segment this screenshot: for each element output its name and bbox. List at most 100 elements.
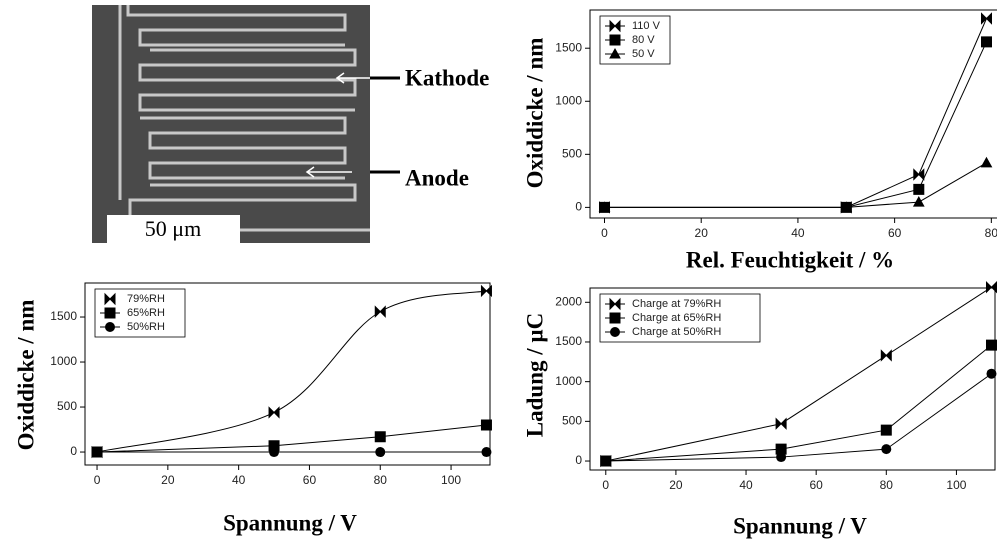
x-tick-label: 20 [161,473,175,487]
legend-label: 50 V [632,48,655,60]
marker [913,168,925,181]
marker [980,156,993,168]
legend-marker [609,19,621,33]
legend-marker [609,34,621,46]
x-axis-label: Rel. Feuchtigkeit / % [686,247,894,272]
marker [913,183,925,195]
y-tick-label: 1000 [50,354,77,368]
y-tick-label: 1000 [555,93,582,107]
y-axis-label: Oxiddicke / nm [522,38,547,189]
x-axis-label: Spannung / V [223,510,357,535]
marker [985,280,997,294]
series-line [605,344,992,462]
marker [912,196,925,207]
marker [881,444,892,455]
x-tick-label: 40 [739,478,753,492]
y-tick-label: 2000 [555,294,582,308]
marker [880,349,892,362]
anode-label: Anode [405,165,469,190]
x-tick-label: 40 [791,226,805,240]
marker [985,339,997,351]
legend-label: 50%RH [127,321,165,333]
marker [600,456,611,467]
x-tick-label: 60 [888,226,902,240]
marker [775,417,787,430]
legend-marker [609,312,621,324]
marker [986,368,997,379]
y-tick-label: 500 [562,146,582,160]
marker [374,431,386,443]
series-line [605,286,992,462]
series-line [604,41,987,208]
y-tick-label: 1000 [555,374,582,388]
marker [375,447,386,458]
marker [598,201,611,212]
x-tick-label: 0 [601,226,608,240]
y-tick-label: 1500 [555,334,582,348]
leader-lines [370,76,400,174]
marker [880,424,892,436]
electrode-pattern [118,5,370,243]
y-tick-label: 1500 [50,309,77,323]
x-tick-label: 20 [695,226,709,240]
plot-frame [589,9,997,219]
x-tick-label: 20 [669,478,683,492]
scale-bar-box [107,215,240,243]
x-tick-label: 0 [94,473,101,487]
x-tick-label: 80 [374,473,388,487]
marker [775,443,787,455]
x-tick-label: 100 [441,473,461,487]
plot-frame [84,282,491,466]
marker [776,452,787,463]
y-tick-label: 1500 [555,40,582,54]
marker [268,406,280,419]
series-line [97,424,487,453]
x-tick-label: 60 [303,473,317,487]
x-tick-label: 60 [809,478,823,492]
series-line [604,162,987,208]
marker [92,447,103,458]
y-axis-label: Oxiddicke / nm [13,300,38,451]
legend-marker [104,292,116,306]
y-tick-label: 0 [575,200,582,214]
x-tick-label: 80 [985,226,997,240]
plot-frame [589,287,996,471]
marker [840,201,853,212]
x-tick-label: 80 [880,478,894,492]
legend-marker [104,307,116,319]
legend-box [599,293,761,343]
y-tick-label: 0 [70,444,77,458]
marker [480,284,492,298]
legend-label: 110 V [632,20,661,32]
legend-marker [609,297,621,311]
legend-label: Charge at 79%RH [632,298,721,310]
marker [480,419,492,431]
micrograph: 50 μm Kathode Anode [92,5,489,243]
series-line [96,290,487,453]
x-axis-label: Spannung / V [733,513,867,538]
legend-marker [610,327,620,337]
x-tick-label: 0 [602,478,609,492]
x-tick-label: 100 [946,478,966,492]
scale-bar-label: 50 μm [145,216,201,241]
legend-label: Charge at 50%RH [632,326,721,338]
marker [481,447,492,458]
legend-label: Charge at 65%RH [632,312,721,324]
legend-label: 79%RH [127,293,165,305]
series-line [605,373,992,462]
marker [269,447,280,458]
marker [374,305,386,318]
y-tick-label: 500 [57,399,77,413]
sem-image [92,5,370,243]
y-tick-label: 500 [562,414,582,428]
legend-marker [609,47,621,59]
y-tick-label: 0 [575,453,582,467]
kathode-label: Kathode [405,65,489,90]
y-axis-label: Ladung / µC [522,313,547,437]
legend-label: 65%RH [127,307,165,319]
marker [980,12,992,25]
legend-label: 80 V [632,34,655,46]
marker [980,36,992,48]
x-tick-label: 40 [232,473,246,487]
